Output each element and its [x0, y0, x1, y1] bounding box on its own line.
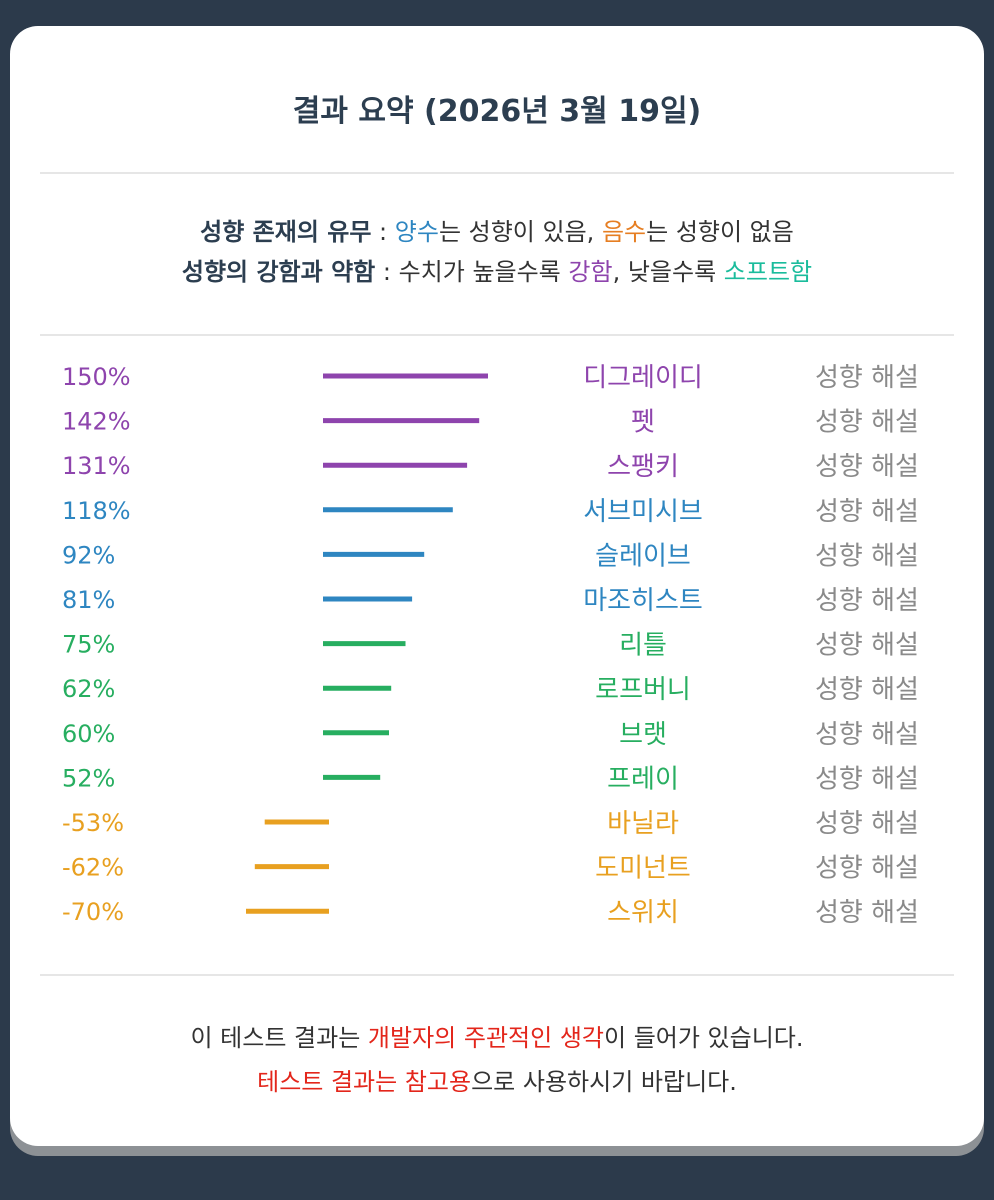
- category-label: 서브미시브: [583, 497, 703, 527]
- value-label: 52%: [62, 764, 115, 792]
- explanation-link[interactable]: 성향 해설: [815, 586, 919, 616]
- legend-strong: 강함: [568, 258, 613, 286]
- explanation-link[interactable]: 성향 해설: [815, 720, 919, 750]
- legend-line-2: 성향의 강함과 약함 : 수치가 높을수록 강함, 낮을수록 소프트함: [10, 252, 984, 292]
- value-label: 60%: [62, 720, 115, 748]
- disclaimer-line-2-red: 테스트 결과는 참고용: [257, 1068, 472, 1096]
- divider: [40, 974, 954, 976]
- explanation-link[interactable]: 성향 해설: [815, 809, 919, 839]
- value-label: 62%: [62, 675, 115, 703]
- explanation-link[interactable]: 성향 해설: [815, 408, 919, 438]
- explanation-link[interactable]: 성향 해설: [815, 452, 919, 482]
- explanation-link[interactable]: 성향 해설: [815, 541, 919, 571]
- disclaimer-line-1-b: 이 들어가 있습니다.: [603, 1024, 804, 1052]
- legend-positive: 양수: [394, 218, 439, 246]
- category-label: 로프버니: [595, 675, 691, 705]
- legend-line-2-sep: : 수치가 높을수록: [375, 258, 569, 286]
- legend-line-2-bold: 성향의 강함과 약함: [181, 258, 376, 286]
- category-label: 마조히스트: [583, 586, 703, 616]
- divider: [40, 172, 954, 174]
- explanation-link[interactable]: 성향 해설: [815, 497, 919, 527]
- disclaimer: 이 테스트 결과는 개발자의 주관적인 생각이 들어가 있습니다. 테스트 결과…: [10, 1016, 984, 1104]
- legend-line-1-mid2: 는 성향이 없음: [646, 218, 794, 246]
- category-label: 스위치: [607, 898, 679, 928]
- category-label: 리틀: [619, 631, 667, 661]
- explanation-link[interactable]: 성향 해설: [815, 854, 919, 884]
- category-label: 스팽키: [607, 452, 679, 482]
- category-label: 펫: [631, 408, 655, 438]
- value-label: 131%: [62, 452, 131, 480]
- category-label: 바닐라: [607, 809, 679, 839]
- category-label: 프레이: [607, 764, 679, 794]
- legend-line-2-mid: , 낮을수록: [612, 258, 724, 286]
- explanation-link[interactable]: 성향 해설: [815, 631, 919, 661]
- legend-line-1: 성향 존재의 유무 : 양수는 성향이 있음, 음수는 성향이 없음: [10, 212, 984, 252]
- legend-line-1-mid1: 는 성향이 있음,: [438, 218, 602, 246]
- legend: 성향 존재의 유무 : 양수는 성향이 있음, 음수는 성향이 없음 성향의 강…: [10, 212, 984, 292]
- value-label: 142%: [62, 408, 131, 436]
- value-label: -62%: [62, 854, 124, 882]
- value-label: 81%: [62, 586, 115, 614]
- explanation-link[interactable]: 성향 해설: [815, 764, 919, 794]
- category-label: 도미넌트: [595, 854, 691, 884]
- legend-line-1-bold: 성향 존재의 유무: [200, 218, 372, 246]
- explanation-link[interactable]: 성향 해설: [815, 675, 919, 705]
- result-card: 결과 요약 (2026년 3월 19일) 성향 존재의 유무 : 양수는 성향이…: [10, 26, 984, 1146]
- category-label: 슬레이브: [595, 541, 691, 571]
- disclaimer-line-1: 이 테스트 결과는 개발자의 주관적인 생각이 들어가 있습니다.: [10, 1016, 984, 1060]
- disclaimer-line-2-b: 으로 사용하시기 바랍니다.: [471, 1068, 737, 1096]
- value-label: -70%: [62, 898, 124, 926]
- value-label: 118%: [62, 497, 131, 525]
- explanation-link[interactable]: 성향 해설: [815, 363, 919, 393]
- category-label: 브랫: [619, 720, 667, 750]
- disclaimer-line-1-red: 개발자의 주관적인 생각: [367, 1024, 604, 1052]
- category-label: 디그레이디: [583, 363, 703, 393]
- value-label: 92%: [62, 541, 115, 569]
- disclaimer-line-1-a: 이 테스트 결과는: [190, 1024, 368, 1052]
- legend-negative: 음수: [601, 218, 647, 246]
- disclaimer-line-2: 테스트 결과는 참고용으로 사용하시기 바랍니다.: [10, 1060, 984, 1104]
- divider: [40, 334, 954, 336]
- page-title: 결과 요약 (2026년 3월 19일): [292, 94, 702, 129]
- value-label: 150%: [62, 363, 131, 391]
- value-label: -53%: [62, 809, 124, 837]
- legend-line-1-sep: :: [371, 218, 395, 246]
- explanation-link[interactable]: 성향 해설: [815, 898, 919, 928]
- legend-soft: 소프트함: [723, 258, 813, 286]
- value-label: 75%: [62, 631, 115, 659]
